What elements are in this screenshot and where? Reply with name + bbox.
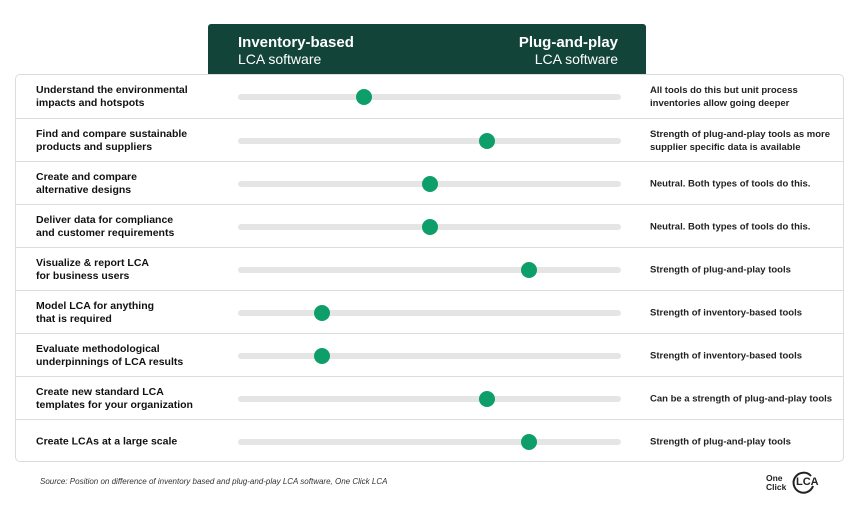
position-marker <box>521 261 538 278</box>
table-row: Create new standard LCA templates for yo… <box>16 376 843 420</box>
position-track <box>238 304 621 321</box>
position-marker <box>314 304 331 321</box>
row-label: Model LCA for anything that is required <box>36 299 155 325</box>
header-left-subtitle: LCA software <box>238 51 322 67</box>
position-marker <box>314 347 331 364</box>
row-comment: Strength of plug-and-play tools <box>650 264 791 275</box>
comparison-table: Understand the environmental impacts and… <box>15 74 844 462</box>
position-track <box>238 347 621 364</box>
position-track <box>238 433 621 450</box>
table-row: Find and compare sustainable products an… <box>16 118 843 162</box>
row-label: Find and compare sustainable products an… <box>36 127 188 153</box>
position-marker <box>478 390 495 407</box>
header-right: Plug-and-play LCA software <box>519 34 618 68</box>
one-click-lca-logo: One Click LCA <box>766 471 819 495</box>
row-label: Deliver data for compliance and customer… <box>36 213 175 239</box>
table-row: Understand the environmental impacts and… <box>16 75 843 118</box>
logo-mark: LCA <box>796 476 819 488</box>
header-right-subtitle: LCA software <box>534 51 618 67</box>
source-note: Source: Position on difference of invent… <box>40 477 388 486</box>
row-comment: Strength of inventory-based tools <box>650 350 803 361</box>
table-row: Evaluate methodological underpinnings of… <box>16 333 843 377</box>
table-row: Model LCA for anything that is required S… <box>16 290 843 334</box>
row-comment: Neutral. Both types of tools do this. <box>650 221 811 232</box>
position-track <box>238 175 621 192</box>
logo-line-two: Click <box>766 482 787 492</box>
logo-line-one: One <box>766 473 783 483</box>
row-label: Create LCAs at a large scale <box>36 435 178 447</box>
table-row: Deliver data for compliance and customer… <box>16 204 843 248</box>
row-comment: Strength of plug-and-play tools as more … <box>650 128 830 153</box>
position-track <box>238 88 621 105</box>
header-left-title: Inventory-based <box>238 34 354 51</box>
row-comment: Strength of inventory-based tools <box>650 307 803 318</box>
logo-ring-icon <box>792 471 814 494</box>
position-marker <box>478 132 495 149</box>
header-left: Inventory-based LCA software <box>238 34 354 68</box>
row-label: Evaluate methodological underpinnings of… <box>36 342 184 368</box>
position-track <box>238 132 621 149</box>
row-comment: Strength of plug-and-play tools <box>650 436 791 447</box>
position-track <box>238 390 621 407</box>
position-track <box>238 261 621 278</box>
comparison-header: Inventory-based LCA software Plug-and-pl… <box>208 24 646 74</box>
position-track <box>238 218 621 235</box>
row-comment: Neutral. Both types of tools do this. <box>650 178 811 189</box>
position-marker <box>521 433 538 450</box>
row-label: Visualize & report LCA for business user… <box>36 256 149 282</box>
row-label: Create new standard LCA templates for yo… <box>36 385 193 411</box>
header-right-title: Plug-and-play <box>518 34 618 51</box>
row-comment: Can be a strength of plug-and-play tools <box>650 393 833 404</box>
table-row: Visualize & report LCA for business user… <box>16 247 843 291</box>
row-label: Understand the environmental impacts and… <box>36 83 188 109</box>
row-comment: All tools do this but unit process inven… <box>650 84 798 109</box>
position-marker <box>356 88 373 105</box>
row-label: Create and compare alternative designs <box>36 170 137 196</box>
position-marker <box>421 218 438 235</box>
table-row: Create and compare alternative designs Ne… <box>16 161 843 205</box>
position-marker <box>421 175 438 192</box>
table-row: Create LCAs at a large scale Strength of … <box>16 419 843 463</box>
